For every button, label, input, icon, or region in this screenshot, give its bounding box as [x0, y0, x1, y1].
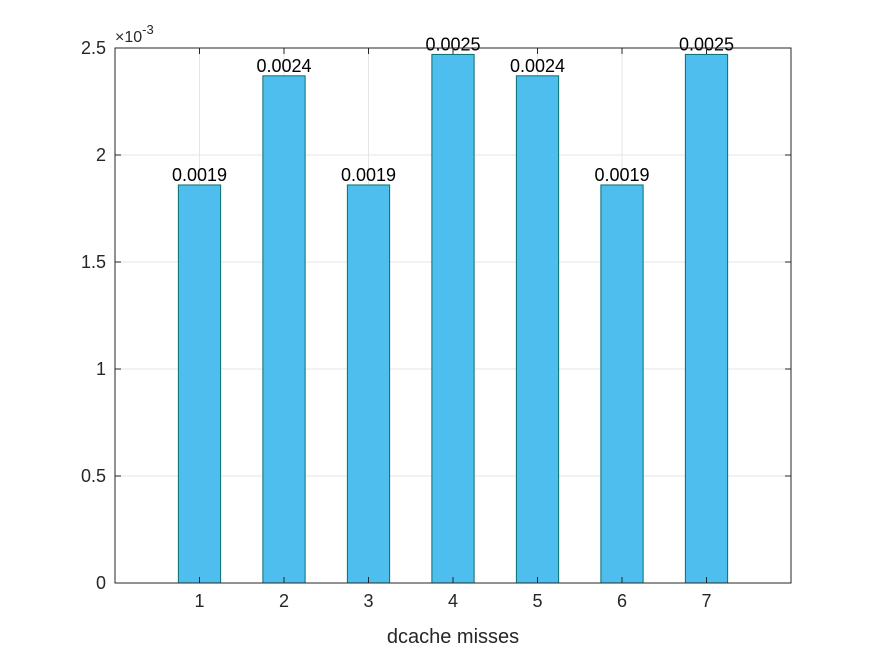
- bar-data-label: 0.0025: [425, 34, 480, 54]
- bar: [431, 53, 475, 584]
- x-tick-label: 1: [194, 591, 204, 611]
- y-tick-label: 0: [96, 573, 106, 593]
- y-exponent-base: ×10: [115, 29, 142, 46]
- y-tick-label: 1.5: [81, 252, 106, 272]
- y-exponent-power: -3: [142, 22, 154, 37]
- bar-data-label: 0.0025: [679, 34, 734, 54]
- bar: [262, 75, 306, 584]
- x-tick-labels: 1 2 3 4 5 6 7: [194, 591, 711, 611]
- bar-data-label: 0.0019: [172, 165, 227, 185]
- y-axis-exponent: ×10-3: [115, 22, 154, 46]
- data-labels: 0.0019 0.0024 0.0019 0.0025 0.0024 0.0019 0.00…: [172, 34, 734, 185]
- x-tick-label: 3: [363, 591, 373, 611]
- bar: [600, 184, 644, 584]
- x-tick-label: 4: [448, 591, 458, 611]
- y-tick-label: 0.5: [81, 466, 106, 486]
- y-tick-label: 2: [96, 145, 106, 165]
- axis-ticks: [115, 47, 791, 584]
- y-tick-label: 2.5: [81, 38, 106, 58]
- bar: [515, 75, 560, 584]
- x-tick-label: 6: [617, 591, 627, 611]
- bar: [177, 184, 222, 584]
- y-tick-label: 1: [96, 359, 106, 379]
- x-tick-label: 5: [532, 591, 542, 611]
- bar-data-label: 0.0019: [341, 165, 396, 185]
- bar: [346, 184, 391, 584]
- bar-data-label: 0.0024: [510, 56, 565, 76]
- y-tick-labels: 0 0.5 1 1.5 2 2.5: [81, 38, 106, 593]
- bar: [684, 53, 729, 584]
- x-tick-label: 7: [701, 591, 711, 611]
- x-tick-label: 2: [279, 591, 289, 611]
- bars: [177, 53, 729, 584]
- bar-data-label: 0.0019: [594, 165, 649, 185]
- x-axis-label: dcache misses: [387, 626, 519, 648]
- bar-data-label: 0.0024: [256, 56, 311, 76]
